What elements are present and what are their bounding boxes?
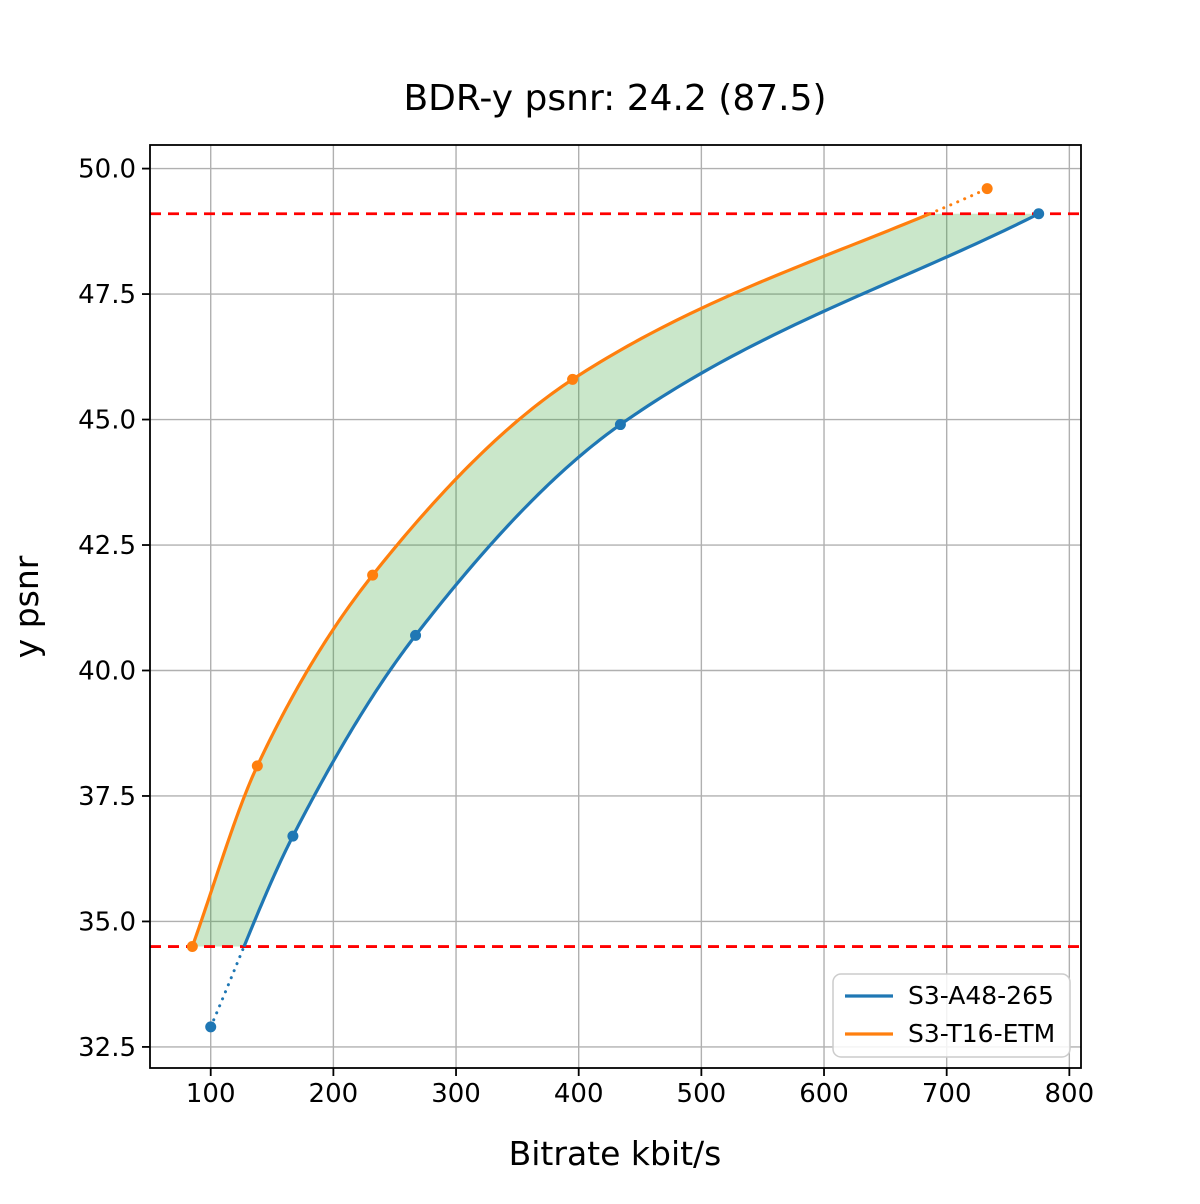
- tick-labels: 100 200 300 400 500 600 700 800 32.5 35.0 37.5 40.0…: [78, 155, 1094, 1109]
- data-point-marker: [251, 760, 263, 772]
- chart-title: BDR-y psnr: 24.2 (87.5): [403, 78, 826, 119]
- y-axis-label: y psnr: [7, 555, 46, 658]
- curve-s3-a48-265-extrapolated: [209, 945, 246, 1029]
- data-point-marker: [287, 830, 299, 842]
- x-tick-label: 800: [1045, 1079, 1095, 1109]
- x-tick-label: 700: [922, 1079, 972, 1109]
- y-tick-label: 45.0: [78, 406, 136, 436]
- legend: S3-A48-265 S3-T16-ETM: [832, 973, 1071, 1058]
- gridlines: [150, 145, 1081, 1068]
- curve-s3-a48-265: [242, 212, 1040, 948]
- x-tick-label: 500: [677, 1079, 727, 1109]
- x-tick-label: 200: [309, 1079, 359, 1109]
- x-tick-label: 600: [799, 1079, 849, 1109]
- legend-label-s3-a48-265: S3-A48-265: [908, 981, 1054, 1010]
- data-point-marker: [410, 629, 422, 641]
- data-point-marker: [1033, 208, 1045, 220]
- bd-area-polygon: [192, 213, 1039, 947]
- data-point-marker: [567, 373, 579, 385]
- series-markers: [186, 183, 1045, 1033]
- data-point-marker: [367, 569, 379, 581]
- plot-border: [149, 144, 1082, 1069]
- y-tick-label: 32.5: [78, 1033, 136, 1063]
- legend-label-s3-t16-etm: S3-T16-ETM: [908, 1019, 1055, 1048]
- x-tick-label: 100: [186, 1079, 236, 1109]
- curve-s3-t16-etm: [190, 212, 931, 948]
- y-tick-label: 50.0: [78, 155, 136, 185]
- axis-ticks: [142, 167, 1071, 1076]
- series-curves: [190, 187, 1040, 1029]
- y-tick-label: 47.5: [78, 280, 136, 310]
- x-tick-label: 400: [554, 1079, 604, 1109]
- data-point-marker: [186, 941, 198, 953]
- y-tick-label: 42.5: [78, 531, 136, 561]
- data-point-marker: [205, 1021, 217, 1033]
- y-tick-label: 40.0: [78, 656, 136, 686]
- data-point-marker: [614, 419, 626, 431]
- x-axis-label: Bitrate kbit/s: [509, 1134, 722, 1173]
- bd-shaded-area: [192, 213, 1039, 947]
- x-tick-label: 300: [431, 1079, 481, 1109]
- curve-s3-t16-etm-extrapolated: [928, 187, 989, 216]
- y-tick-label: 37.5: [78, 782, 136, 812]
- data-point-marker: [981, 183, 993, 195]
- y-tick-label: 35.0: [78, 907, 136, 937]
